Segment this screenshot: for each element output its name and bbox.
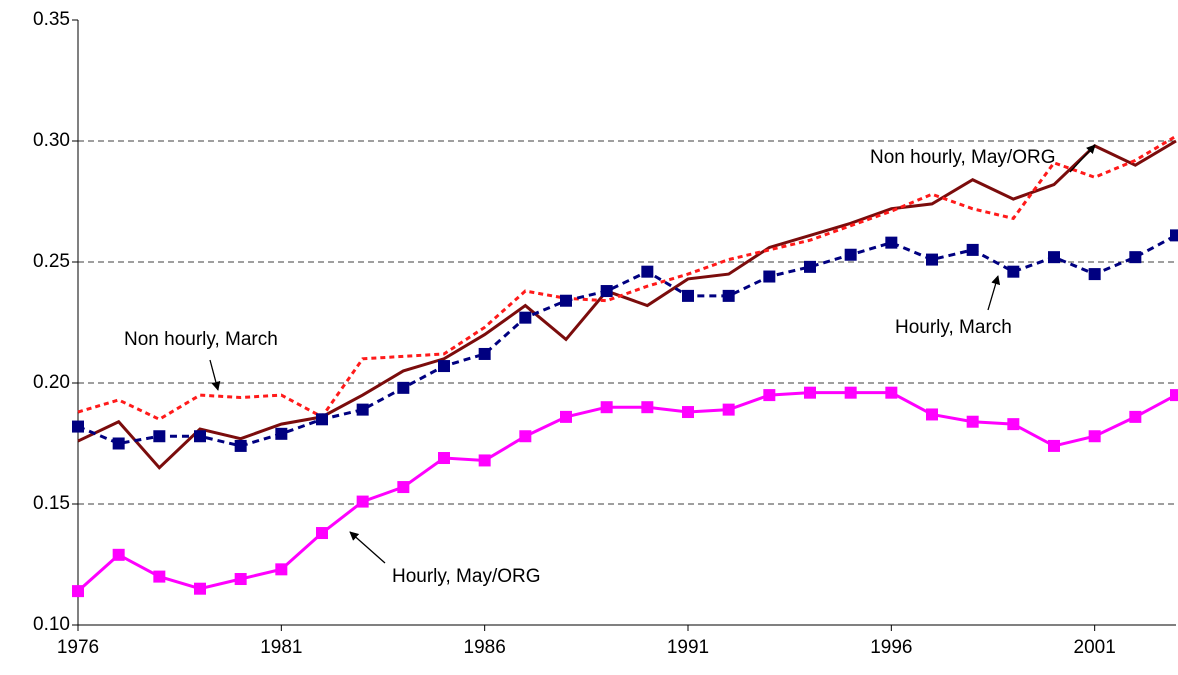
series-line xyxy=(77,391,1177,593)
x-tick-label: 1976 xyxy=(57,637,99,658)
x-tick-label: 2001 xyxy=(1074,637,1116,658)
point xyxy=(234,573,247,586)
point xyxy=(1170,229,1178,242)
point xyxy=(1007,418,1020,431)
point xyxy=(356,495,369,508)
x-tick-label: 1991 xyxy=(667,637,709,658)
point xyxy=(722,403,735,416)
y-tick-label: 0.35 xyxy=(33,9,70,30)
point xyxy=(316,527,328,540)
point xyxy=(844,248,857,261)
x-tick-label: 1981 xyxy=(260,637,302,658)
y-tick-label: 0.30 xyxy=(33,130,70,151)
point xyxy=(397,381,410,394)
point xyxy=(478,454,491,467)
point xyxy=(641,401,654,414)
series-line xyxy=(77,139,1177,470)
y-tick-label: 0.10 xyxy=(33,614,70,635)
point xyxy=(600,285,613,298)
annotation-arrow xyxy=(987,275,1001,311)
point xyxy=(1170,389,1178,402)
point xyxy=(1088,268,1101,281)
x-tick-label: 1996 xyxy=(870,637,912,658)
series-label: Hourly, March xyxy=(895,317,1012,338)
annotation-arrow xyxy=(349,531,386,564)
point xyxy=(194,582,206,595)
point xyxy=(153,430,166,443)
point xyxy=(600,401,613,414)
point xyxy=(560,410,572,423)
y-tick-label: 0.15 xyxy=(33,493,70,514)
point xyxy=(153,570,166,583)
y-tick-label: 0.25 xyxy=(33,251,70,272)
point xyxy=(1007,265,1020,278)
point xyxy=(316,413,328,426)
point xyxy=(234,439,247,452)
point xyxy=(560,294,572,307)
point xyxy=(804,386,816,399)
point xyxy=(519,430,532,443)
point xyxy=(1048,439,1060,452)
point xyxy=(885,386,898,399)
point xyxy=(844,386,857,399)
x-tick-label: 1986 xyxy=(464,637,506,658)
annotation-arrow xyxy=(209,359,221,391)
series-line xyxy=(77,134,1177,421)
point xyxy=(72,420,84,433)
point xyxy=(438,452,450,465)
point xyxy=(722,289,735,302)
point xyxy=(763,389,776,402)
point xyxy=(72,585,84,598)
y-tick-label: 0.20 xyxy=(33,372,70,393)
point xyxy=(641,265,654,278)
point xyxy=(275,427,288,440)
point xyxy=(1129,251,1142,264)
point xyxy=(478,347,491,360)
point xyxy=(966,415,979,428)
point xyxy=(1088,430,1101,443)
series-label: Hourly, May/ORG xyxy=(392,566,541,587)
series-line xyxy=(77,234,1177,448)
point xyxy=(763,270,776,283)
point xyxy=(682,289,694,302)
point xyxy=(275,563,288,576)
point xyxy=(397,481,410,494)
series-label: Non hourly, March xyxy=(124,329,278,350)
point xyxy=(356,403,369,416)
point xyxy=(519,311,532,324)
point xyxy=(1129,410,1142,423)
point xyxy=(682,406,694,419)
annotation-arrow xyxy=(1069,144,1096,173)
point xyxy=(438,360,450,373)
series-label: Non hourly, May/ORG xyxy=(870,147,1055,168)
point xyxy=(1048,251,1060,264)
point xyxy=(926,408,938,421)
point xyxy=(804,260,816,273)
point xyxy=(966,243,979,256)
point xyxy=(885,236,898,249)
point xyxy=(112,437,125,450)
point xyxy=(194,430,206,443)
point xyxy=(926,253,938,266)
point xyxy=(112,548,125,561)
